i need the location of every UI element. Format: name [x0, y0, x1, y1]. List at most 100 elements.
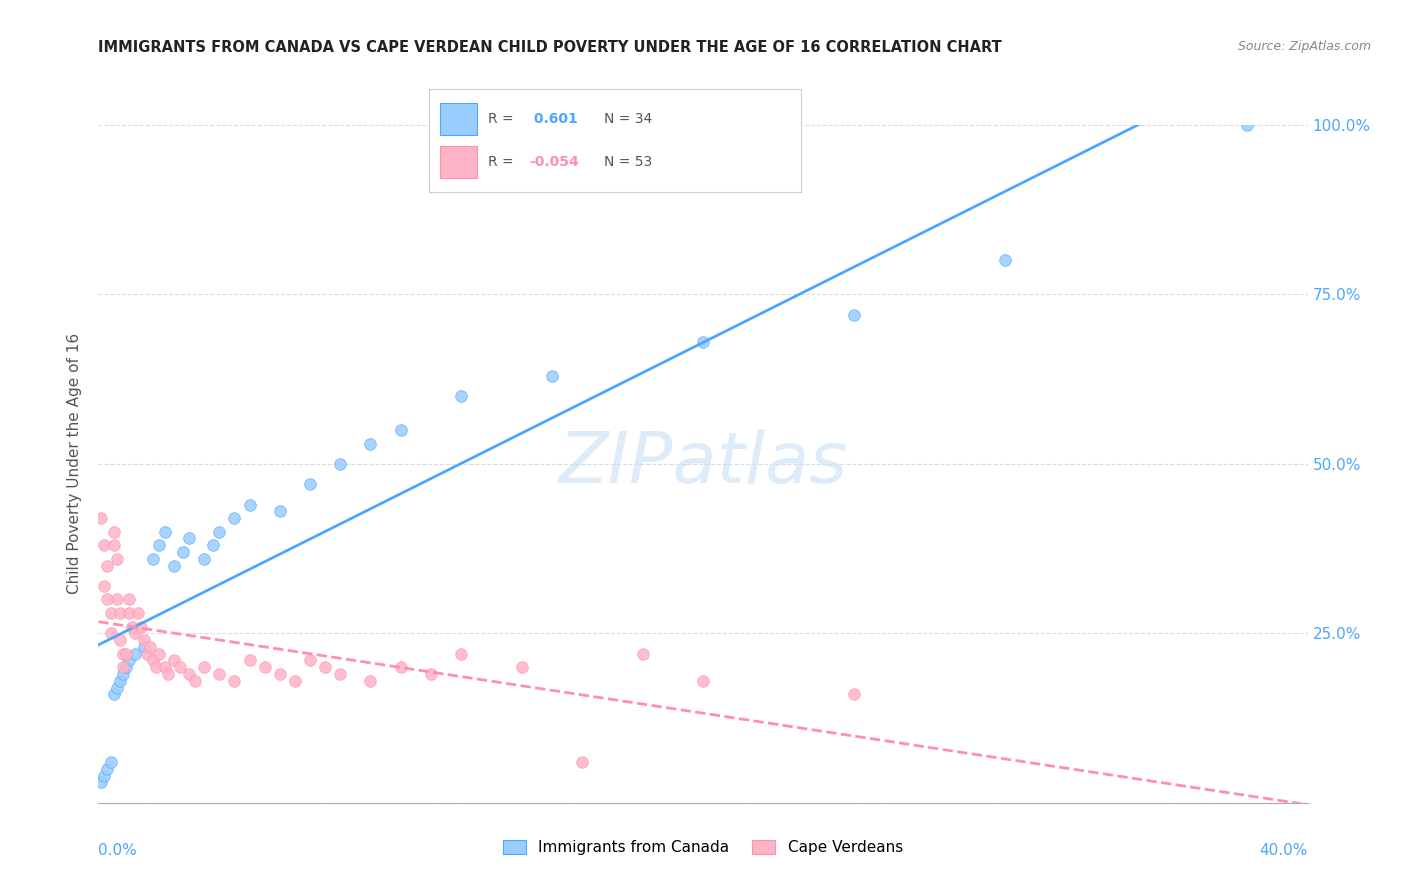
Point [314, 660, 336, 674]
Point [96, 592, 118, 607]
Point [360, 436, 382, 450]
Point [360, 673, 382, 688]
Point [269, 667, 291, 681]
Text: 0.601: 0.601 [530, 112, 578, 126]
Point [450, 647, 472, 661]
Point [179, 532, 201, 546]
Point [145, 660, 167, 674]
Point [108, 633, 131, 648]
Point [420, 667, 443, 681]
Point [90, 775, 112, 789]
Text: R =: R = [488, 155, 519, 169]
Point [111, 660, 134, 674]
Point [184, 673, 207, 688]
Point [142, 551, 165, 566]
Point [692, 673, 714, 688]
Point [114, 647, 136, 661]
Point [193, 551, 215, 566]
Point [96, 762, 118, 776]
Point [93, 538, 115, 552]
Point [153, 524, 176, 539]
Y-axis label: Child Poverty Under the Age of 16: Child Poverty Under the Age of 16 [67, 334, 83, 594]
Point [100, 755, 122, 769]
Text: IMMIGRANTS FROM CANADA VS CAPE VERDEAN CHILD POVERTY UNDER THE AGE OF 16 CORRELA: IMMIGRANTS FROM CANADA VS CAPE VERDEAN C… [98, 40, 1002, 55]
Point [1236, 118, 1258, 132]
Bar [440, 145, 477, 178]
Point [100, 626, 122, 640]
Point [139, 640, 162, 654]
Text: N = 34: N = 34 [605, 112, 652, 126]
Point [103, 524, 125, 539]
Point [93, 579, 115, 593]
Point [108, 606, 131, 620]
Text: N = 53: N = 53 [605, 155, 652, 169]
Point [179, 667, 201, 681]
Point [329, 667, 352, 681]
Point [108, 673, 131, 688]
Point [239, 653, 262, 667]
Point [121, 619, 143, 633]
Point [844, 308, 866, 322]
Legend: Immigrants from Canada, Cape Verdeans: Immigrants from Canada, Cape Verdeans [495, 832, 911, 863]
Point [239, 498, 262, 512]
Point [132, 640, 155, 654]
Point [389, 423, 412, 437]
Point [153, 660, 176, 674]
Point [105, 681, 128, 695]
Point [163, 558, 186, 573]
Point [105, 551, 128, 566]
Point [208, 667, 231, 681]
Point [114, 660, 136, 674]
Point [299, 653, 322, 667]
Text: 40.0%: 40.0% [1260, 844, 1308, 858]
Point [299, 477, 322, 491]
Point [571, 755, 593, 769]
Point [148, 647, 170, 661]
Text: R =: R = [488, 112, 519, 126]
Point [124, 647, 146, 661]
Point [127, 606, 149, 620]
Point [118, 653, 141, 667]
Point [224, 673, 246, 688]
Point [118, 606, 141, 620]
Point [90, 511, 112, 525]
Text: Source: ZipAtlas.com: Source: ZipAtlas.com [1237, 40, 1371, 54]
Point [132, 633, 155, 648]
Point [105, 592, 128, 607]
Point [135, 647, 157, 661]
Bar [440, 103, 477, 136]
Point [96, 558, 118, 573]
Point [103, 687, 125, 701]
Point [994, 253, 1017, 268]
Point [118, 592, 141, 607]
Point [142, 653, 165, 667]
Point [124, 626, 146, 640]
Point [510, 660, 533, 674]
Point [253, 660, 276, 674]
Point [450, 389, 472, 403]
Point [169, 660, 191, 674]
Point [148, 538, 170, 552]
Text: ZIPatlas: ZIPatlas [558, 429, 848, 499]
Point [692, 334, 714, 349]
Point [208, 524, 231, 539]
Point [193, 660, 215, 674]
Point [389, 660, 412, 674]
Point [329, 457, 352, 471]
Point [844, 687, 866, 701]
Point [93, 769, 115, 783]
Point [540, 368, 562, 383]
Point [129, 619, 152, 633]
Point [284, 673, 307, 688]
Point [172, 545, 194, 559]
Point [224, 511, 246, 525]
Text: 0.0%: 0.0% [98, 844, 138, 858]
Point [156, 667, 179, 681]
Point [103, 538, 125, 552]
Point [163, 653, 186, 667]
Point [111, 647, 134, 661]
Point [100, 606, 122, 620]
Point [269, 504, 291, 518]
Point [631, 647, 654, 661]
Text: -0.054: -0.054 [530, 155, 579, 169]
